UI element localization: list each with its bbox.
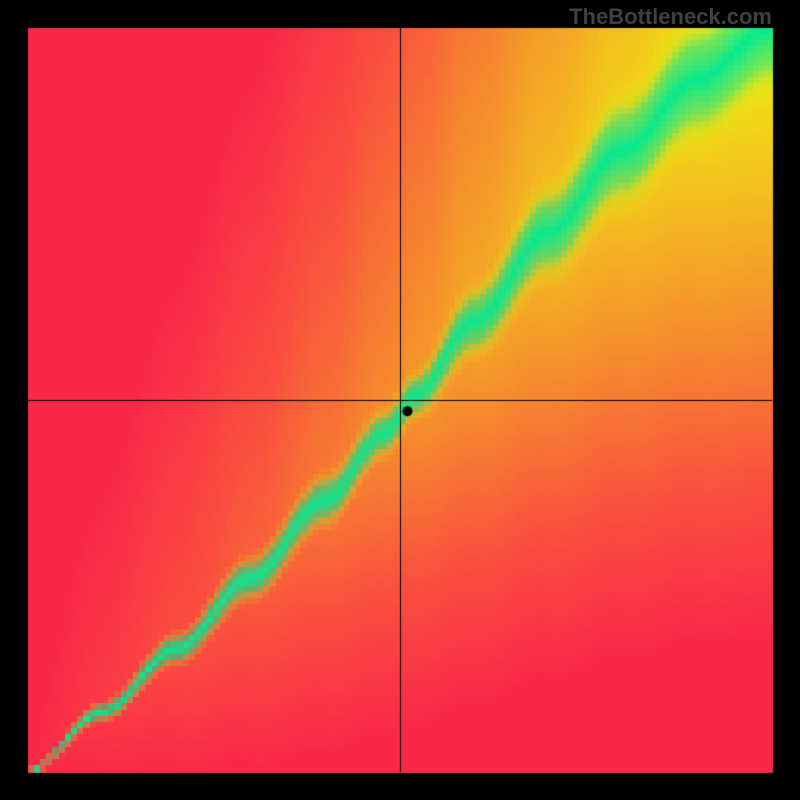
watermark-text: TheBottleneck.com (569, 4, 772, 30)
heatmap-canvas (0, 0, 800, 800)
chart-container: TheBottleneck.com (0, 0, 800, 800)
